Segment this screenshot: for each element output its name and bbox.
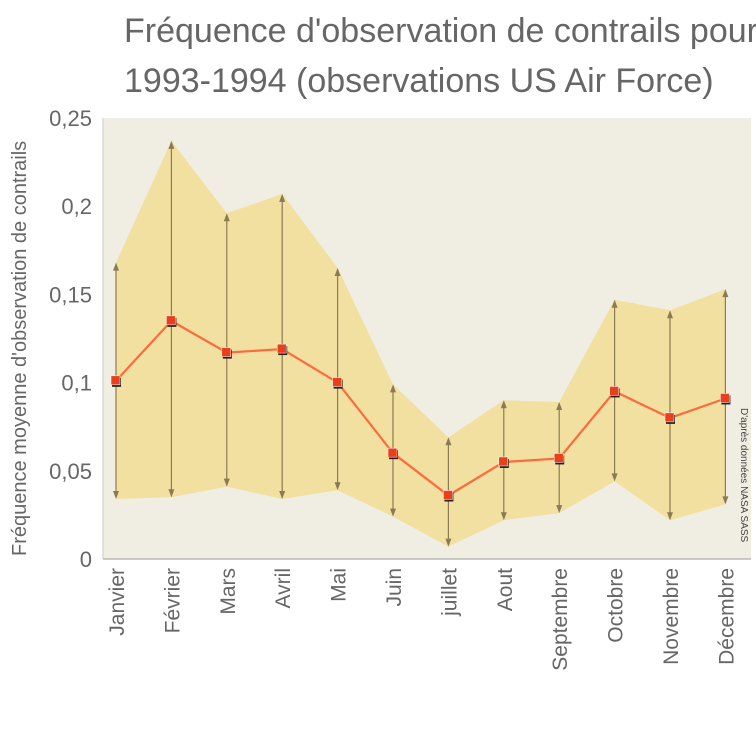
x-tick-label: Décembre bbox=[715, 568, 738, 665]
x-tick-label: Mai bbox=[328, 568, 351, 602]
x-tick-label: Juin bbox=[383, 568, 406, 607]
x-tick-label: Janvier bbox=[106, 568, 129, 636]
data-point bbox=[498, 456, 509, 467]
data-point bbox=[609, 386, 619, 396]
range-arrow-head-top bbox=[667, 310, 673, 319]
x-tick-label: Mars bbox=[217, 568, 240, 615]
range-arrow-head-bottom bbox=[168, 489, 175, 498]
range-arrow-head-bottom bbox=[556, 505, 563, 514]
range-arrow-head-top bbox=[334, 267, 341, 276]
data-point bbox=[221, 347, 232, 357]
data-point bbox=[664, 412, 675, 423]
range-arrow-head-bottom bbox=[500, 512, 507, 521]
range-arrow-head-top bbox=[722, 289, 729, 298]
source-note: D'après données NASA SASS bbox=[738, 408, 749, 543]
range-arrow-head-top bbox=[556, 402, 563, 411]
range-arrow-head-bottom bbox=[390, 508, 396, 517]
range-arrow-head-bottom bbox=[445, 538, 452, 547]
y-tick-label: 0,2 bbox=[61, 194, 92, 219]
y-tick-label: 0,1 bbox=[61, 371, 92, 396]
x-tick-label: Octobre bbox=[605, 568, 628, 643]
range-arrow-head-bottom bbox=[611, 473, 618, 482]
range-arrow-head-top bbox=[500, 400, 507, 409]
range-arrow-head-bottom bbox=[722, 496, 729, 505]
range-arrow-head-top bbox=[390, 384, 396, 393]
data-point bbox=[720, 393, 730, 403]
y-axis-label: Fréquence moyenne d'observation de contr… bbox=[9, 141, 31, 556]
data-point bbox=[332, 377, 342, 387]
x-tick-label: Septembre bbox=[549, 568, 572, 671]
y-tick-label: 0 bbox=[80, 547, 92, 572]
range-arrow-head-top bbox=[611, 299, 618, 308]
range-band bbox=[116, 140, 726, 547]
y-tick-label: 0,05 bbox=[49, 459, 92, 484]
x-tick-label: Avril bbox=[272, 568, 295, 608]
range-arrow-head-bottom bbox=[667, 512, 673, 521]
data-point bbox=[276, 343, 287, 354]
y-tick-label: 0,25 bbox=[49, 106, 92, 131]
range-arrow-head-top bbox=[445, 437, 452, 446]
x-tick-label: Février bbox=[161, 568, 184, 633]
range-arrow-head-top bbox=[279, 193, 286, 202]
x-tick-label: juillet bbox=[438, 568, 461, 617]
mean-line bbox=[115, 319, 726, 497]
range-arrow-head-bottom bbox=[223, 478, 230, 487]
data-point bbox=[553, 453, 564, 463]
chart-title-line-1: Fréquence d'observation de contrails pou… bbox=[124, 12, 756, 50]
x-tick-label: Aout bbox=[494, 568, 517, 611]
data-point bbox=[110, 375, 121, 386]
range-arrow-head-bottom bbox=[279, 491, 286, 500]
range-arrow-head-top bbox=[168, 140, 175, 149]
chart-title-line-2: 1993-1994 (observations US Air Force) bbox=[124, 62, 714, 100]
range-arrow-head-top bbox=[223, 213, 230, 222]
data-point bbox=[387, 447, 398, 458]
y-tick-label: 0,15 bbox=[49, 282, 92, 307]
x-tick-label: Novembre bbox=[660, 568, 683, 665]
data-point bbox=[443, 490, 453, 500]
range-arrow-head-bottom bbox=[334, 482, 341, 491]
data-point bbox=[166, 315, 176, 326]
range-arrow-head-bottom bbox=[113, 491, 119, 500]
range-arrow-head-top bbox=[113, 262, 119, 271]
